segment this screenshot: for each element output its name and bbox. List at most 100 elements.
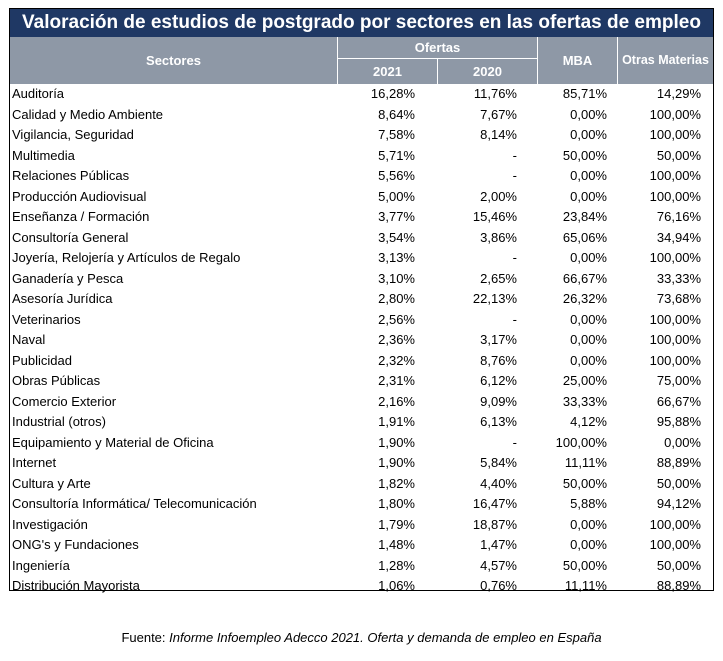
- table-row: Equipamiento y Material de Oficina 1,90% -…: [10, 433, 713, 454]
- table-row: Asesoría Jurídica 2,80% 22,13% 26,32% 73,68%: [10, 289, 713, 310]
- otras-materias-cell: 76,16%: [656, 209, 701, 224]
- otras-materias-cell: 100,00%: [649, 106, 701, 122]
- value-2021-cell: 3,77%: [378, 209, 415, 224]
- sector-cell: Investigación: [12, 516, 88, 532]
- value-2021-cell: 3,54%: [378, 229, 415, 245]
- otras-materias-cell: 100,00%: [649, 352, 701, 368]
- value-2020-cell: 3,17%: [480, 332, 517, 347]
- header-mba: MBA: [537, 37, 617, 84]
- otras-materias-cell: 14,29%: [656, 86, 701, 101]
- value-2020-cell: 8,76%: [480, 352, 517, 368]
- value-2020-cell: 9,09%: [480, 393, 517, 409]
- value-2021-cell: 1,48%: [378, 537, 415, 552]
- value-2020-cell: -: [512, 250, 517, 265]
- value-2020-cell: 22,13%: [472, 291, 517, 306]
- value-2020-cell: -: [512, 434, 517, 450]
- sector-cell: Multimedia: [12, 147, 75, 163]
- mba-cell: 25,00%: [562, 373, 607, 388]
- otras-materias-cell: 100,00%: [649, 168, 701, 183]
- otras-materias-cell: 34,94%: [656, 229, 701, 245]
- mba-cell: 0,00%: [570, 311, 607, 327]
- value-2021-cell: 1,80%: [378, 496, 415, 511]
- sector-cell: Vigilancia, Seguridad: [12, 127, 134, 142]
- sector-cell: Auditoría: [12, 86, 65, 101]
- mba-cell: 33,33%: [562, 393, 607, 409]
- table-body: Auditoría 16,28% 11,76% 85,71% 14,29% Calidad…: [10, 84, 713, 597]
- value-2020-cell: 1,47%: [480, 537, 517, 552]
- table-row: Joyería, Relojería y Artículos de Regalo…: [10, 248, 713, 269]
- sector-cell: Obras Públicas: [12, 373, 101, 388]
- mba-cell: 100,00%: [555, 434, 607, 450]
- value-2021-cell: 8,64%: [378, 106, 415, 122]
- sector-cell: Publicidad: [12, 352, 72, 368]
- header-2020: 2020: [437, 59, 537, 84]
- mba-cell: 0,00%: [570, 250, 607, 265]
- header-ofertas: Ofertas: [337, 37, 537, 59]
- mba-cell: 0,00%: [570, 127, 607, 142]
- sector-cell: Producción Audiovisual: [12, 188, 147, 204]
- mba-cell: 85,71%: [562, 86, 607, 101]
- table-row: Consultoría Informática/ Telecomunicació…: [10, 494, 713, 515]
- value-2020-cell: 18,87%: [472, 516, 517, 532]
- mba-cell: 50,00%: [562, 475, 607, 491]
- otras-materias-cell: 50,00%: [656, 147, 701, 163]
- value-2020-cell: -: [512, 147, 517, 163]
- value-2020-cell: 6,12%: [480, 373, 517, 388]
- value-2021-cell: 2,36%: [378, 332, 415, 347]
- value-2020-cell: 0,76%: [480, 578, 517, 593]
- sector-cell: Industrial (otros): [12, 414, 106, 429]
- value-2020-cell: 5,84%: [480, 455, 517, 470]
- value-2020-cell: 2,65%: [480, 270, 517, 286]
- otras-materias-cell: 75,00%: [656, 373, 701, 388]
- mba-cell: 0,00%: [570, 106, 607, 122]
- table-row: Comercio Exterior 2,16% 9,09% 33,33% 66,67%: [10, 392, 713, 413]
- value-2021-cell: 2,56%: [378, 311, 415, 327]
- value-2021-cell: 1,82%: [378, 475, 415, 491]
- otras-materias-cell: 73,68%: [656, 291, 701, 306]
- value-2020-cell: 4,57%: [480, 557, 517, 573]
- sector-cell: Ingeniería: [12, 557, 70, 573]
- table-row: Publicidad 2,32% 8,76% 0,00% 100,00%: [10, 351, 713, 372]
- sector-cell: Consultoría General: [12, 229, 129, 245]
- mba-cell: 11,11%: [564, 578, 607, 593]
- value-2020-cell: 8,14%: [480, 127, 517, 142]
- table-row: Internet 1,90% 5,84% 11,11% 88,89%: [10, 453, 713, 474]
- table-row: Naval 2,36% 3,17% 0,00% 100,00%: [10, 330, 713, 351]
- value-2020-cell: 11,76%: [473, 86, 517, 101]
- mba-cell: 50,00%: [562, 557, 607, 573]
- header-otras-materias: Otras Materias: [617, 37, 713, 84]
- table-row: Ganadería y Pesca 3,10% 2,65% 66,67% 33,33%: [10, 269, 713, 290]
- value-2021-cell: 5,56%: [378, 168, 415, 183]
- value-2020-cell: 7,67%: [480, 106, 517, 122]
- mba-cell: 4,12%: [570, 414, 607, 429]
- sector-cell: Cultura y Arte: [12, 475, 91, 491]
- table-row: Cultura y Arte 1,82% 4,40% 50,00% 50,00%: [10, 474, 713, 495]
- sector-cell: Joyería, Relojería y Artículos de Regalo: [12, 250, 241, 265]
- table-row: Ingeniería 1,28% 4,57% 50,00% 50,00%: [10, 556, 713, 577]
- value-2021-cell: 7,58%: [378, 127, 415, 142]
- otras-materias-cell: 100,00%: [649, 188, 701, 204]
- otras-materias-cell: 100,00%: [649, 516, 701, 532]
- otras-materias-cell: 100,00%: [649, 537, 701, 552]
- table-row: Industrial (otros) 1,91% 6,13% 4,12% 95,88%: [10, 412, 713, 433]
- value-2021-cell: 3,13%: [378, 250, 415, 265]
- sector-cell: Distribución Mayorista: [12, 578, 140, 593]
- source-note: Fuente: Informe Infoempleo Adecco 2021. …: [0, 630, 723, 645]
- sector-cell: Relaciones Públicas: [12, 168, 130, 183]
- table-row: Obras Públicas 2,31% 6,12% 25,00% 75,00%: [10, 371, 713, 392]
- value-2021-cell: 5,71%: [378, 147, 415, 163]
- header-sectores: Sectores: [10, 37, 337, 84]
- mba-cell: 50,00%: [562, 147, 607, 163]
- mba-cell: 23,84%: [562, 209, 607, 224]
- mba-cell: 0,00%: [570, 168, 607, 183]
- table-row: Relaciones Públicas 5,56% - 0,00% 100,00%: [10, 166, 713, 187]
- mba-cell: 11,11%: [564, 455, 607, 470]
- sector-cell: Enseñanza / Formación: [12, 209, 150, 224]
- value-2021-cell: 2,80%: [378, 291, 415, 306]
- value-2021-cell: 1,79%: [378, 516, 415, 532]
- value-2020-cell: 4,40%: [480, 475, 517, 491]
- sector-cell: Comercio Exterior: [12, 393, 117, 409]
- sector-cell: Asesoría Jurídica: [12, 291, 113, 306]
- otras-materias-cell: 88,89%: [656, 578, 701, 593]
- table-row: Veterinarios 2,56% - 0,00% 100,00%: [10, 310, 713, 331]
